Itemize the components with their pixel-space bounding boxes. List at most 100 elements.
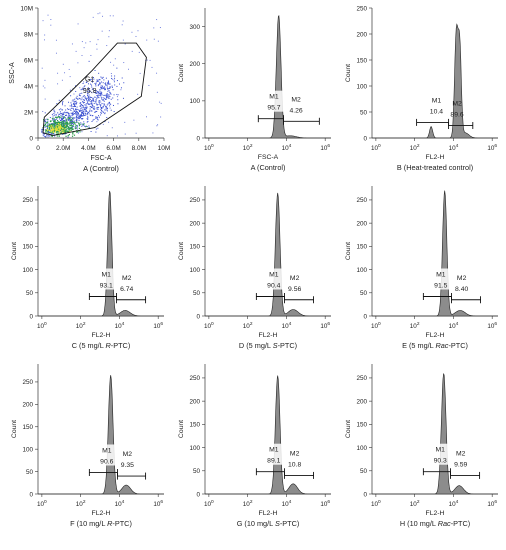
scatter-dot: [114, 58, 116, 60]
scatter-dot: [88, 88, 90, 90]
scatter-dot: [61, 79, 63, 81]
scatter-dot-dense: [59, 121, 61, 123]
scatter-dot: [76, 97, 78, 99]
y-tick-label: 250: [22, 379, 33, 386]
scatter-dot: [76, 98, 78, 100]
scatter-dot-dense: [54, 121, 57, 124]
scatter-dot-dense: [63, 130, 66, 132]
scatter-dot: [71, 113, 73, 115]
scatter-dot: [73, 93, 75, 95]
scatter-dot: [67, 136, 69, 138]
y-tick-label: 100: [356, 267, 367, 274]
scatter-dot: [73, 110, 75, 112]
scatter-dot: [108, 97, 110, 99]
y-tick-label: 150: [189, 244, 200, 251]
scatter-dot: [95, 90, 97, 92]
scatter-dot: [108, 30, 110, 32]
scatter-dot: [107, 80, 109, 82]
scatter-dot: [88, 103, 90, 105]
scatter-dot: [95, 102, 97, 104]
scatter-dot-dense: [63, 120, 65, 122]
scatter-dot-dense: [58, 135, 60, 137]
scatter-dot: [72, 108, 74, 110]
scatter-dot: [83, 95, 85, 97]
scatter-dot: [81, 113, 83, 115]
scatter-dot-core: [59, 126, 61, 128]
scatter-dot: [97, 92, 99, 94]
scatter-dot: [82, 107, 84, 109]
scatter-dot: [108, 82, 110, 84]
scatter-dot: [62, 63, 64, 65]
scatter-dot: [68, 112, 70, 114]
scatter-dot: [45, 134, 47, 136]
scatter-dot: [85, 99, 87, 101]
scatter-dot: [100, 105, 102, 107]
scatter-dot-dense: [55, 131, 58, 133]
scatter-dot: [75, 115, 77, 117]
scatter-dot: [47, 120, 49, 122]
scatter-dot-dense: [63, 127, 66, 129]
scatter-dot: [98, 97, 100, 99]
scatter-dot: [97, 80, 99, 82]
scatter-dot: [78, 97, 80, 99]
scatter-dot: [67, 115, 69, 117]
scatter-dot: [101, 92, 103, 94]
scatter-dot-dense: [63, 117, 65, 120]
scatter-dot-dense: [45, 122, 47, 124]
scatter-dot: [87, 93, 89, 95]
scatter-dot: [59, 113, 61, 115]
scatter-dot: [88, 100, 90, 102]
y-tick-label: 0: [363, 135, 367, 142]
scatter-dot: [103, 79, 105, 81]
scatter-dot-dense: [56, 126, 58, 129]
scatter-dot: [103, 100, 105, 102]
scatter-dot: [61, 133, 63, 135]
scatter-dot: [62, 113, 64, 115]
scatter-dot: [80, 114, 82, 116]
scatter-dot: [122, 20, 124, 22]
scatter-dot: [79, 109, 81, 111]
scatter-dot: [45, 121, 47, 123]
scatter-dot: [109, 83, 111, 85]
scatter-dot: [96, 48, 98, 50]
scatter-dot: [85, 103, 87, 105]
scatter-dot: [113, 81, 115, 83]
scatter-dot: [89, 83, 91, 85]
scatter-dot: [82, 105, 84, 107]
y-axis-label: Count: [11, 242, 18, 260]
scatter-dot: [122, 97, 124, 99]
scatter-dot: [106, 97, 108, 99]
scatter-dot: [82, 115, 84, 117]
scatter-dot: [71, 120, 73, 122]
y-tick-label: 4M: [24, 83, 33, 90]
scatter-dot: [88, 126, 90, 128]
scatter-dot: [99, 79, 101, 81]
histogram-area: [372, 373, 498, 495]
scatter-dot: [61, 118, 63, 120]
scatter-dot: [71, 100, 73, 102]
scatter-dot: [113, 94, 115, 96]
scatter-dot-dense: [67, 128, 69, 130]
scatter-dot: [42, 110, 44, 112]
y-tick-label: 200: [189, 398, 200, 405]
scatter-dot-core: [56, 129, 58, 132]
scatter-dot: [106, 106, 108, 108]
gate-g1-value: 95.8: [83, 88, 97, 95]
scatter-dot-core: [58, 127, 60, 129]
scatter-dot: [64, 105, 66, 107]
scatter-dot: [69, 105, 71, 107]
scatter-dot-dense: [72, 132, 74, 134]
scatter-dot: [95, 99, 97, 101]
scatter-dot: [96, 121, 98, 123]
x-axis-label: FL2-H: [426, 154, 445, 161]
scatter-dot: [54, 124, 56, 126]
scatter-dot-dense: [45, 130, 47, 132]
scatter-dot-dense: [66, 125, 69, 127]
scatter-dot: [95, 110, 97, 112]
scatter-dot: [102, 15, 104, 17]
histogram-area: [205, 192, 331, 317]
scatter-dot: [48, 134, 50, 136]
x-tick-label: 106: [153, 499, 163, 508]
x-tick-label: 8.0M: [132, 145, 146, 152]
scatter-dot: [123, 82, 125, 84]
